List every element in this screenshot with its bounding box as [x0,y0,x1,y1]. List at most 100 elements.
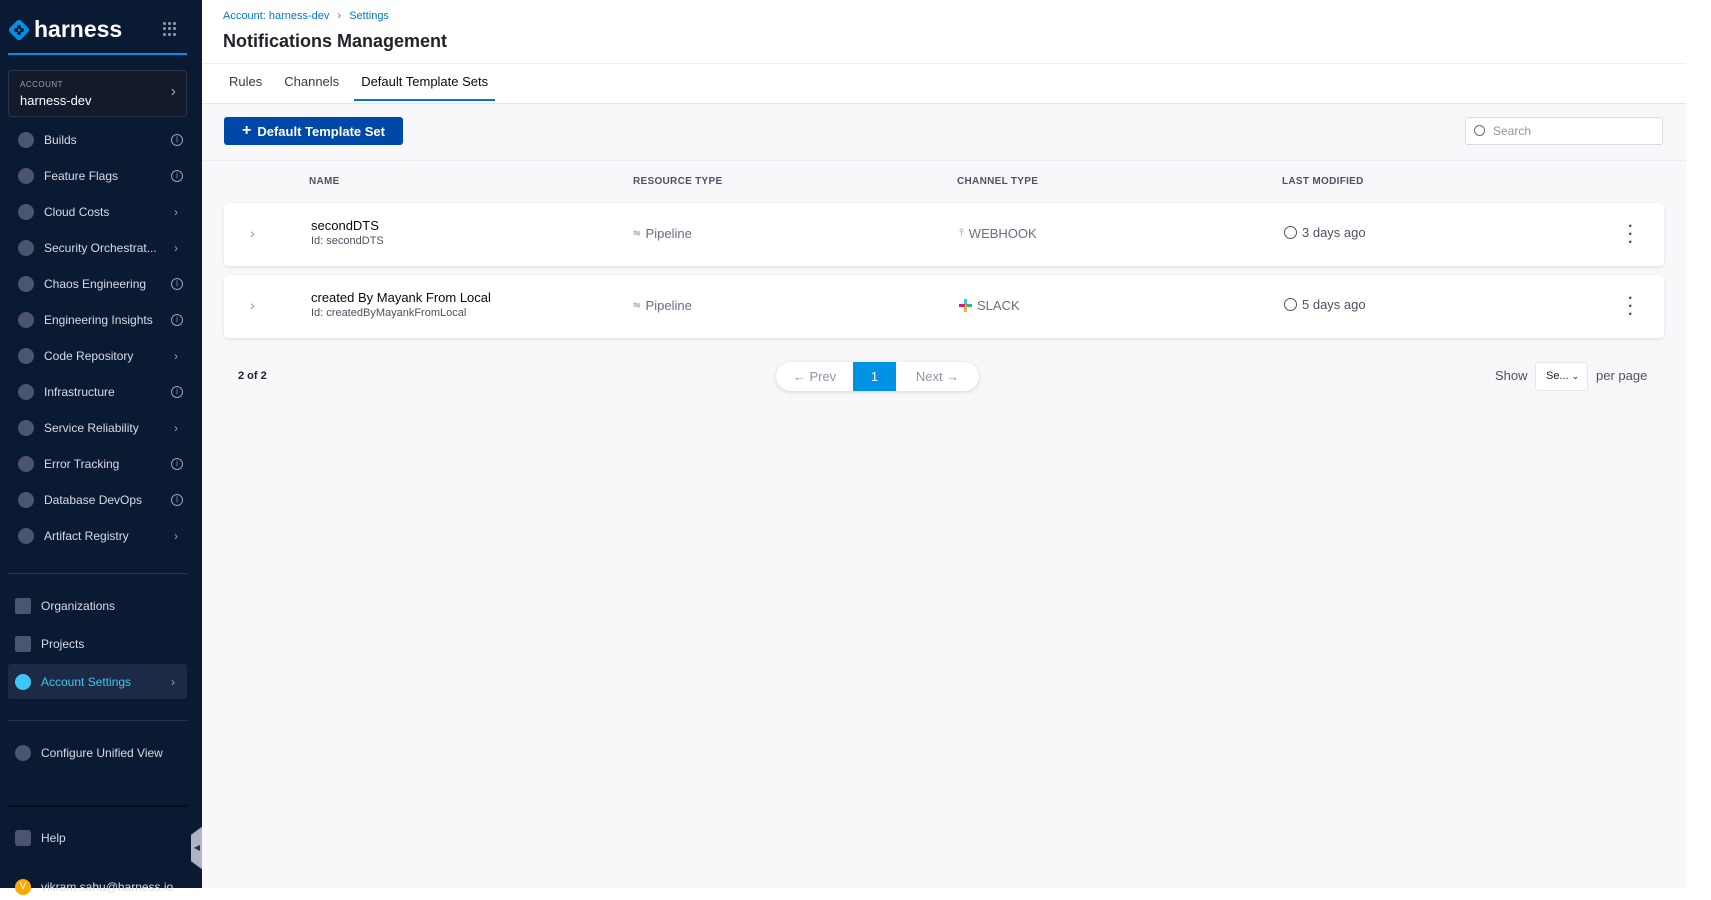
info-icon[interactable]: i [171,278,183,290]
more-options-icon[interactable]: · · · [1628,290,1634,323]
breadcrumb-account[interactable]: Account: harness-dev [223,10,330,22]
last-modified: 3 days ago [1302,225,1366,240]
label: Database DevOps [44,493,143,507]
harness-logo-icon [8,19,30,40]
module-icon [18,528,34,544]
harness-logo[interactable]: harness [8,16,122,43]
table-row[interactable]: › secondDTS Id: secondDTS ⇋ Pipeline ⫯ WEB… [224,203,1664,266]
row-name: secondDTS [311,218,379,233]
breadcrumb-settings[interactable]: Settings [349,10,389,22]
collapse-sidebar-button[interactable]: ◀ [191,826,203,870]
module-icon [18,240,34,256]
sidebar-item-feature-flags[interactable]: Feature Flags i [18,163,183,189]
label: Help [41,831,66,845]
module-icon [18,420,34,436]
prev-button[interactable]: ← Prev [792,369,837,384]
column-header-channel-type[interactable]: CHANNEL TYPE [957,176,1039,187]
divider [202,103,1686,104]
search-input[interactable]: Search [1465,117,1663,145]
table-row[interactable]: › created By Mayank From Local Id: creat… [224,275,1664,338]
search-icon [1474,125,1485,136]
sidebar-item-configure-unified-view[interactable]: Configure Unified View [15,740,180,766]
pipeline-icon: ⇋ [633,300,641,310]
column-header-name[interactable]: NAME [309,176,340,187]
sidebar-item-service-reliability[interactable]: Service Reliability › [18,415,183,441]
tab-default-template-sets[interactable]: Default Template Sets [354,74,496,101]
configure-icon [15,745,31,761]
page-title: Notifications Management [223,31,448,51]
app-grid-icon[interactable] [163,22,177,36]
label: Builds [44,133,77,147]
label: Error Tracking [44,457,120,471]
per-page-value: Se... [1546,370,1569,382]
sidebar-item-security-orchestrat-[interactable]: Security Orchestrat... › [18,235,183,261]
expand-row-chevron-icon[interactable]: › [250,225,255,241]
tab-rules[interactable]: Rules [229,74,263,89]
chevron-right-icon: › [174,205,178,219]
add-default-template-set-button[interactable]: + Default Template Set [224,117,403,145]
label: Configure Unified View [41,746,163,760]
tabs: Rules Channels Default Template Sets [222,74,503,101]
chevron-right-icon: › [337,10,342,22]
last-modified: 5 days ago [1302,297,1366,312]
projects-icon [15,636,31,652]
chevron-right-icon: › [174,421,178,435]
chevron-right-icon: › [170,83,176,100]
info-icon[interactable]: i [171,494,183,506]
active-highlight [8,664,187,699]
gear-icon [15,674,31,690]
info-icon[interactable]: i [171,170,183,182]
per-page-select[interactable]: Se... ⌄ [1535,362,1588,391]
page-1-button[interactable]: 1 [853,362,896,391]
sidebar-item-account-settings[interactable]: Account Settings › [15,669,180,695]
sidebar-item-builds[interactable]: Builds i [18,127,183,153]
plus-icon: + [242,122,252,139]
label: Account Settings [41,675,132,689]
module-icon [18,384,34,400]
module-icon [18,312,34,328]
tab-channels[interactable]: Channels [284,74,340,89]
sidebar-item-help[interactable]: Help [15,825,180,851]
sidebar-item-infrastructure[interactable]: Infrastructure i [18,379,183,405]
slack-icon [959,299,972,312]
account-selector[interactable]: ACCOUNT harness-dev › [8,70,187,117]
pagination-count: 2 of 2 [238,370,267,382]
button-label: Default Template Set [257,123,385,139]
clock-icon [1284,298,1297,311]
expand-row-chevron-icon[interactable]: › [250,297,255,313]
sidebar-item-database-devops[interactable]: Database DevOps i [18,487,183,513]
sidebar-item-projects[interactable]: Projects [15,631,180,657]
label: Artifact Registry [44,529,129,543]
more-options-icon[interactable]: · · · [1628,218,1634,251]
column-header-last-modified[interactable]: LAST MODIFIED [1282,176,1364,187]
sidebar-item-artifact-registry[interactable]: Artifact Registry › [18,523,183,549]
module-icon [18,204,34,220]
sidebar-item-cloud-costs[interactable]: Cloud Costs › [18,199,183,225]
resource-type: Pipeline [645,298,692,313]
info-icon[interactable]: i [171,134,183,146]
info-icon[interactable]: i [171,314,183,326]
chevron-right-icon: › [171,675,175,689]
sidebar-item-engineering-insights[interactable]: Engineering Insights i [18,307,183,333]
per-page-label: per page [1596,368,1648,383]
sidebar-item-chaos-engineering[interactable]: Chaos Engineering i [18,271,183,297]
sidebar-item-error-tracking[interactable]: Error Tracking i [18,451,183,477]
module-icon [18,456,34,472]
divider [8,53,187,55]
sidebar: harness ACCOUNT harness-dev › Builds i Fea… [0,0,203,895]
avatar: V [15,879,31,895]
chevron-down-icon: ⌄ [1571,371,1580,381]
column-header-resource-type[interactable]: RESOURCE TYPE [633,176,723,187]
info-icon[interactable]: i [171,386,183,398]
label: Code Repository [44,349,134,363]
next-button[interactable]: Next → [915,369,960,384]
info-icon[interactable]: i [171,458,183,470]
sidebar-item-code-repository[interactable]: Code Repository › [18,343,183,369]
sidebar-item-organizations[interactable]: Organizations [15,593,180,619]
divider [8,573,187,574]
chevron-right-icon: › [174,529,178,543]
row-id: Id: secondDTS [311,235,384,247]
channel-type: SLACK [977,298,1020,313]
content-area: + Default Template Set Search NAME RESOUR… [202,104,1686,888]
